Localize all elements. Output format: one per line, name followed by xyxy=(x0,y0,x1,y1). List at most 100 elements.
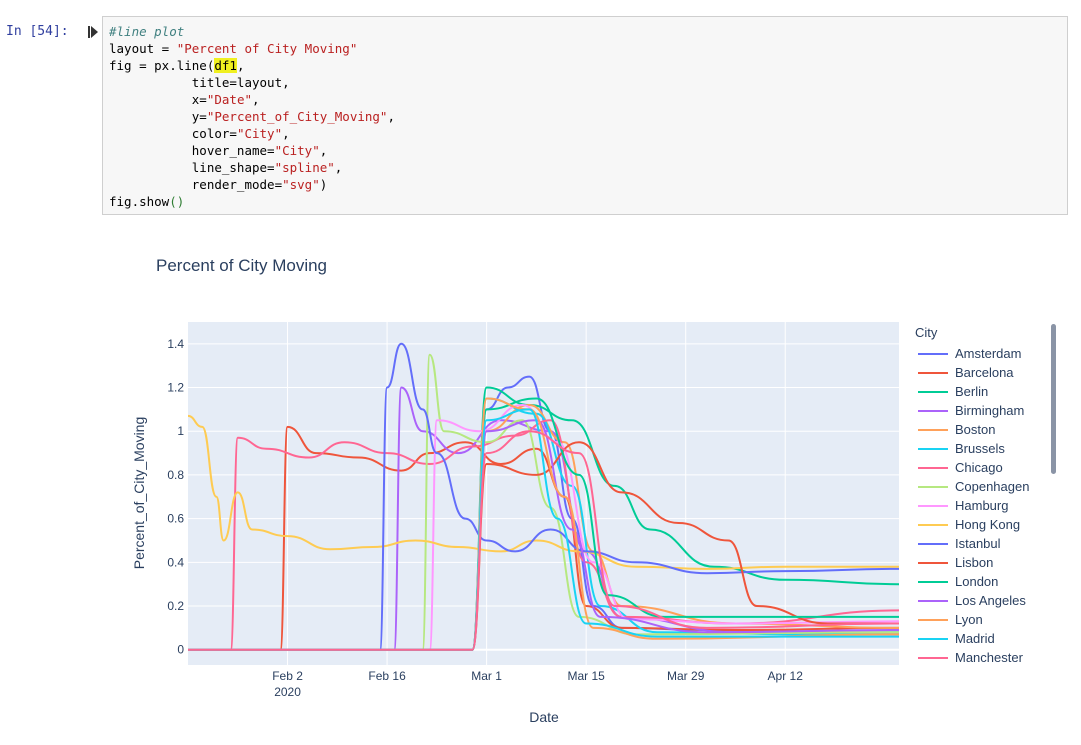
y-tick-labels: 0 0.2 0.4 0.6 0.8 1 1.2 1.4 xyxy=(167,337,184,657)
x-tick-label: Mar 1 xyxy=(471,669,502,683)
legend-item-lyon[interactable]: Lyon xyxy=(912,610,1072,629)
legend-swatch xyxy=(918,390,948,393)
code-editor[interactable]: #line plot layout = "Percent of City Mov… xyxy=(109,23,395,210)
chart-svg[interactable]: 0 0.2 0.4 0.6 0.8 1 1.2 1.4 Feb 2 2020 Feb 16 Mar … xyxy=(0,230,1081,745)
y-tick-label: 1.4 xyxy=(167,337,184,351)
code-token: hover_name= xyxy=(109,143,275,158)
legend-swatch xyxy=(918,599,948,602)
code-highlight: df1 xyxy=(214,58,237,73)
legend-swatch xyxy=(918,580,948,583)
legend-label: Hamburg xyxy=(955,498,1009,513)
legend-swatch xyxy=(918,561,948,564)
x-tick-label: Feb 16 xyxy=(368,669,406,683)
legend-item-hong-kong[interactable]: Hong Kong xyxy=(912,515,1072,534)
legend-title: City xyxy=(915,325,938,340)
legend-swatch xyxy=(918,447,948,450)
code-string: "Percent_of_City_Moving" xyxy=(206,109,388,124)
legend-label: Hong Kong xyxy=(955,517,1021,532)
legend-item-madrid[interactable]: Madrid xyxy=(912,629,1072,648)
code-token: fig.show xyxy=(109,194,170,209)
legend-item-london[interactable]: London xyxy=(912,572,1072,591)
code-token: , xyxy=(252,92,260,107)
legend-swatch xyxy=(918,352,948,355)
plotly-chart[interactable]: Percent of City Moving 0 0.2 0.4 0.6 0.8 1 1.2… xyxy=(0,230,1081,745)
plot-area[interactable] xyxy=(188,322,899,665)
code-string: "Date" xyxy=(206,92,252,107)
code-token: , xyxy=(236,58,245,73)
code-token: , xyxy=(319,143,328,158)
legend-item-los-angeles[interactable]: Los Angeles xyxy=(912,591,1072,610)
x-tick-label: Mar 15 xyxy=(567,669,605,683)
legend-label: Los Angeles xyxy=(955,593,1026,608)
series-line-istanbul[interactable] xyxy=(188,342,900,651)
y-axis-label: Percent_of_City_Moving xyxy=(131,417,147,570)
series-lines xyxy=(187,342,900,651)
legend-item-chicago[interactable]: Chicago xyxy=(912,458,1072,477)
legend-item-boston[interactable]: Boston xyxy=(912,420,1072,439)
code-token: , xyxy=(334,160,343,175)
legend-label: Boston xyxy=(955,422,996,437)
legend-item-amsterdam[interactable]: Amsterdam xyxy=(912,344,1072,363)
legend-item-copenhagen[interactable]: Copenhagen xyxy=(912,477,1072,496)
series-line-barcelona[interactable] xyxy=(188,425,900,651)
code-cell[interactable]: #line plot layout = "Percent of City Mov… xyxy=(102,16,1068,215)
legend-item-barcelona[interactable]: Barcelona xyxy=(912,363,1072,382)
legend-swatch xyxy=(918,656,948,659)
legend-label: Istanbul xyxy=(955,536,1001,551)
code-token: layout = xyxy=(109,41,177,56)
legend-swatch xyxy=(918,371,948,374)
code-token: color= xyxy=(109,126,237,141)
legend-swatch xyxy=(918,637,948,640)
cell-prompt: In [54]: xyxy=(6,24,69,39)
code-token: y= xyxy=(109,109,207,124)
legend-label: London xyxy=(955,574,999,589)
legend-item-birmingham[interactable]: Birmingham xyxy=(912,401,1072,420)
legend-swatch xyxy=(918,409,948,412)
series-line-manchester[interactable] xyxy=(188,430,900,651)
series-line-chicago[interactable] xyxy=(188,419,900,651)
x-tick-label: Feb 2 xyxy=(272,669,303,683)
legend-swatch xyxy=(918,542,948,545)
y-tick-label: 0 xyxy=(177,643,184,657)
y-tick-label: 0.6 xyxy=(167,512,184,526)
legend-swatch xyxy=(918,523,948,526)
code-token: title=layout, xyxy=(109,75,290,90)
code-paren: () xyxy=(169,194,185,209)
legend-label: Madrid xyxy=(955,631,995,646)
x-axis-label: Date xyxy=(529,709,559,725)
legend-scrollbar[interactable] xyxy=(1051,324,1056,474)
legend-swatch xyxy=(918,618,948,621)
legend-item-berlin[interactable]: Berlin xyxy=(912,382,1072,401)
legend-label: Berlin xyxy=(955,384,989,399)
legend-label: Barcelona xyxy=(955,365,1014,380)
y-tick-label: 0.8 xyxy=(167,468,184,482)
code-token: x= xyxy=(109,92,207,107)
y-tick-label: 0.2 xyxy=(167,599,184,613)
legend-item-lisbon[interactable]: Lisbon xyxy=(912,553,1072,572)
code-token: fig = px.line( xyxy=(109,58,215,73)
legend-item-brussels[interactable]: Brussels xyxy=(912,439,1072,458)
code-token: ) xyxy=(319,177,328,192)
legend[interactable]: City Amsterdam Barcelona Berlin Birmingham B… xyxy=(912,325,1072,667)
x-tick-labels: Feb 2 2020 Feb 16 Mar 1 Mar 15 Mar 29 Apr 12 xyxy=(272,669,803,699)
code-string: "spline" xyxy=(274,160,335,175)
code-token: , xyxy=(387,109,395,124)
code-string: "Percent of City Moving" xyxy=(176,41,358,56)
code-comment: #line plot xyxy=(109,24,185,39)
legend-label: Amsterdam xyxy=(955,346,1022,361)
code-token: render_mode= xyxy=(109,177,283,192)
code-string: "City" xyxy=(274,143,320,158)
legend-item-hamburg[interactable]: Hamburg xyxy=(912,496,1072,515)
legend-label: Brussels xyxy=(955,441,1005,456)
legend-label: Lisbon xyxy=(955,555,994,570)
x-tick-sublabel: 2020 xyxy=(274,685,301,699)
run-cell-icon[interactable] xyxy=(88,26,98,38)
y-tick-label: 0.4 xyxy=(167,555,184,569)
legend-swatch xyxy=(918,485,948,488)
legend-item-istanbul[interactable]: Istanbul xyxy=(912,534,1072,553)
legend-label: Birmingham xyxy=(955,403,1025,418)
code-token: line_shape= xyxy=(109,160,275,175)
x-tick-label: Apr 12 xyxy=(768,669,804,683)
legend-item-manchester[interactable]: Manchester xyxy=(912,648,1072,667)
y-tick-label: 1 xyxy=(177,424,184,438)
